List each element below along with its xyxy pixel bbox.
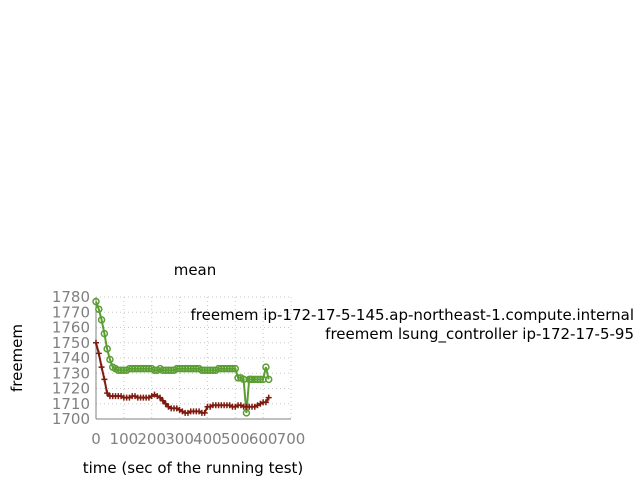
x-tick-label: 700 <box>277 430 306 448</box>
y-axis-label: freemem <box>8 324 26 392</box>
chart-title: mean <box>174 261 217 279</box>
x-tick-labels: 0 100 200 300 400 500 600 700 <box>91 430 305 448</box>
x-tick-label: 500 <box>221 430 250 448</box>
axes <box>95 297 291 420</box>
data-point <box>262 363 270 371</box>
y-tick-label: 1720 <box>52 380 90 398</box>
data-point <box>162 400 169 407</box>
data-point <box>159 397 166 404</box>
data-point <box>242 409 251 417</box>
data-point <box>256 375 265 384</box>
x-tick-label: 600 <box>249 430 278 448</box>
y-tick-label: 1770 <box>52 303 90 321</box>
x-tick-label: 400 <box>193 430 222 448</box>
y-tick-label: 1700 <box>52 410 90 428</box>
data-point <box>92 297 100 306</box>
series-lines <box>92 297 273 417</box>
data-point <box>262 399 269 406</box>
data-point <box>201 409 208 416</box>
x-tick-label: 100 <box>110 430 139 448</box>
data-point <box>106 355 114 364</box>
x-tick-label: 300 <box>165 430 194 448</box>
data-point <box>103 345 111 353</box>
data-point <box>264 375 273 384</box>
data-point <box>157 394 164 401</box>
legend-entry-2: freemem lsung_controller ip-172-17-5-95 <box>325 325 634 344</box>
y-tick-label: 1710 <box>52 395 90 413</box>
data-point <box>95 305 103 313</box>
data-point <box>98 364 105 371</box>
legend: freemem ip-172-17-5-145.ap-northeast-1.c… <box>191 306 635 344</box>
data-point <box>97 316 106 324</box>
x-axis-label: time (sec of the running test) <box>83 459 304 477</box>
data-point <box>265 394 272 401</box>
legend-entry-1: freemem ip-172-17-5-145.ap-northeast-1.c… <box>191 306 635 324</box>
series-1 <box>92 297 273 417</box>
series-2 <box>93 339 272 416</box>
data-point <box>100 329 109 338</box>
data-point <box>93 339 99 346</box>
y-tick-label: 1750 <box>52 334 90 352</box>
x-tick-label: 0 <box>91 430 101 448</box>
x-tick-label: 200 <box>137 430 166 448</box>
data-point <box>104 390 111 397</box>
y-tick-label: 1740 <box>52 349 90 367</box>
y-tick-label: 1730 <box>52 364 90 382</box>
y-tick-label: 1760 <box>52 319 90 337</box>
data-point <box>101 376 108 383</box>
series-line <box>95 301 270 413</box>
data-point <box>95 350 102 357</box>
data-point <box>228 364 237 373</box>
data-point <box>231 364 240 373</box>
y-tick-label: 1780 <box>52 288 90 306</box>
